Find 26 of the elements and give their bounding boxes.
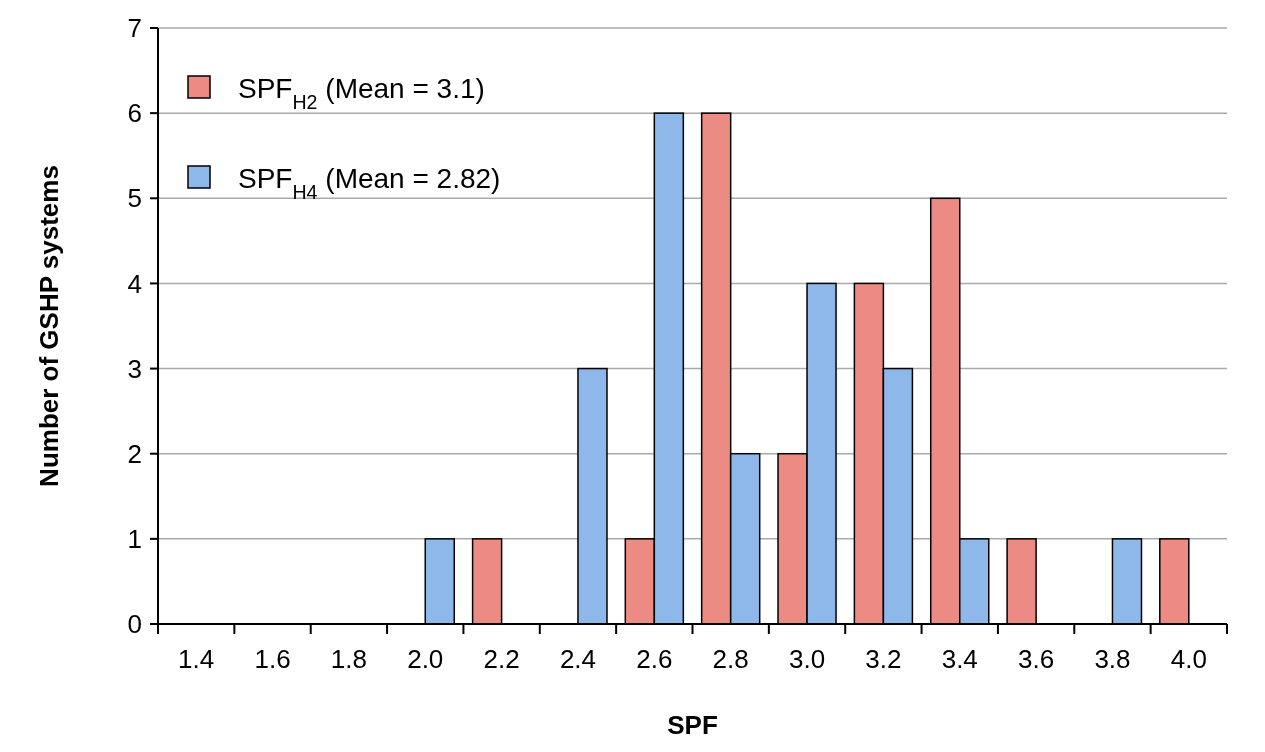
- x-tick-label: 2.0: [407, 644, 444, 674]
- x-tick-label: 2.2: [483, 644, 520, 674]
- y-tick-label: 6: [127, 98, 142, 129]
- x-tick-label: 2.6: [636, 644, 673, 674]
- x-tick-label: 3.0: [788, 644, 826, 674]
- x-tick-label: 2.8: [712, 644, 749, 674]
- legend-label: SPF$_{H2}$ (Mean = 3.1): [238, 72, 485, 113]
- y-tick-label: 1: [127, 523, 142, 554]
- x-tick-label: 3.2: [865, 644, 902, 674]
- y-tick-label: 4: [127, 268, 142, 299]
- x-tick-label: 1.6: [254, 644, 291, 674]
- x-tick-label: 2.4: [559, 644, 597, 674]
- x-tick-label: 3.8: [1094, 644, 1131, 674]
- x-axis-title: SPF: [667, 710, 718, 740]
- x-tick-label: 3.4: [941, 644, 978, 674]
- x-tick-label: 4.0: [1170, 644, 1207, 674]
- y-tick-label: 3: [127, 353, 142, 384]
- y-tick-label: 5: [127, 183, 142, 214]
- y-tick-label: 0: [127, 609, 142, 640]
- legend-label: SPF$_{H4}$ (Mean = 2.82): [238, 162, 501, 203]
- x-tick-label: 3.6: [1018, 644, 1055, 674]
- y-tick-label: 7: [127, 13, 142, 44]
- x-tick-label: 1.4: [178, 644, 215, 674]
- x-tick-label: 1.8: [330, 644, 367, 674]
- y-tick-label: 2: [127, 438, 142, 469]
- y-axis-title: Number of GSHP systems: [34, 165, 64, 487]
